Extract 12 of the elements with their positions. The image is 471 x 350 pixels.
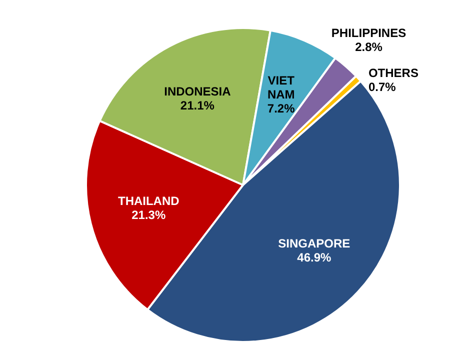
slice-label: VIET NAM — [267, 74, 296, 102]
slice-label: THAILAND — [118, 194, 180, 208]
data-label: 2.8% — [355, 40, 383, 54]
data-label: 21.3% — [132, 208, 166, 222]
data-label: 7.2% — [267, 102, 296, 116]
slice-label: INDONESIA — [164, 84, 232, 98]
data-label: 46.9% — [297, 250, 332, 265]
data-label: 0.7% — [368, 80, 396, 94]
slice-label: OTHERS — [368, 66, 418, 80]
slice-label: SINGAPORE — [278, 236, 350, 251]
slice-label: PHILIPPINES — [331, 26, 406, 40]
data-label: 21.1% — [180, 98, 215, 112]
